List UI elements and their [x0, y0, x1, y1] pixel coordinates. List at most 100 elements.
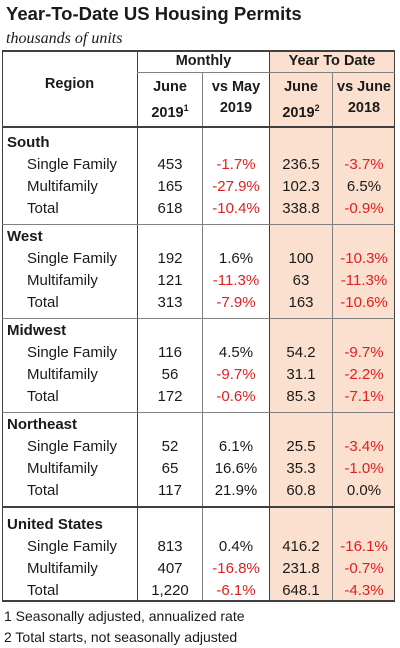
cell-vs-may-2019: 0.4%: [218, 538, 254, 555]
cell-vs-may-2019: 1.6%: [218, 250, 254, 267]
row-label: Single Family: [27, 156, 118, 173]
cell-vs-june-2018: -9.7%: [344, 344, 384, 361]
cell-vs-may-2019: -0.6%: [216, 388, 256, 405]
cell-vs-may-2019: -27.9%: [212, 178, 260, 195]
cell-ytd-june-2019: 35.3: [286, 460, 316, 477]
table-row: Multifamily 121 -11.3% 63 -11.3%: [2, 270, 395, 292]
row-label: Total: [27, 294, 59, 311]
cell-vs-june-2018: -10.3%: [340, 250, 388, 267]
header-divider: [2, 126, 395, 128]
region-heading: United States: [7, 516, 103, 533]
permits-table: Monthly Year To Date Region June 20191 v…: [2, 50, 395, 602]
cell-vs-june-2018: -7.1%: [344, 388, 384, 405]
cell-june-2019: 165: [157, 178, 183, 195]
region-heading: Northeast: [7, 416, 78, 433]
cell-vs-june-2018: -11.3%: [340, 272, 388, 289]
table-row: Total 172 -0.6% 85.3 -7.1%: [2, 386, 395, 408]
row-label: Single Family: [27, 250, 118, 267]
footnote-2: 2 Total starts, not seasonally adjusted: [4, 629, 238, 645]
cell-vs-may-2019: 4.5%: [218, 344, 254, 361]
row-label: Total: [27, 388, 59, 405]
row-label: Total: [27, 582, 59, 599]
cell-june-2019: 172: [157, 388, 183, 405]
cell-ytd-june-2019: 31.1: [286, 366, 316, 383]
cell-june-2019: 407: [157, 560, 183, 577]
footnotes: 1 Seasonally adjusted, annualized rate 2…: [4, 606, 245, 648]
header-june-2019: June 20191: [151, 79, 189, 121]
table-border-left: [2, 50, 3, 602]
header-vs-june-2018: vs June 2018: [337, 79, 391, 116]
cell-vs-may-2019: 21.9%: [214, 482, 258, 499]
column-divider: [137, 50, 138, 602]
cell-june-2019: 121: [157, 272, 183, 289]
cell-june-2019: 813: [157, 538, 183, 555]
header-region: Region: [44, 76, 95, 92]
cell-ytd-june-2019: 63: [292, 272, 310, 289]
table-border-right: [394, 50, 395, 602]
row-label: Multifamily: [27, 460, 98, 477]
table-row: Multifamily 165 -27.9% 102.3 6.5%: [2, 176, 395, 198]
cell-ytd-june-2019: 231.8: [282, 560, 320, 577]
cell-vs-june-2018: -0.7%: [344, 560, 384, 577]
row-label: Multifamily: [27, 366, 98, 383]
table-row: Total 117 21.9% 60.8 0.0%: [2, 480, 395, 502]
cell-ytd-june-2019: 60.8: [286, 482, 316, 499]
table-row: Single Family 192 1.6% 100 -10.3%: [2, 248, 395, 270]
column-divider: [202, 72, 203, 602]
table-row: Total 618 -10.4% 338.8 -0.9%: [2, 198, 395, 220]
cell-june-2019: 618: [157, 200, 183, 217]
cell-vs-june-2018: -0.9%: [344, 200, 384, 217]
cell-ytd-june-2019: 338.8: [282, 200, 320, 217]
section-divider: [2, 506, 395, 508]
cell-vs-june-2018: 6.5%: [346, 178, 382, 195]
cell-june-2019: 192: [157, 250, 183, 267]
header-ytd-june-2019: June 20192: [282, 79, 320, 121]
region-heading: South: [7, 134, 50, 151]
cell-june-2019: 56: [161, 366, 179, 383]
cell-ytd-june-2019: 85.3: [286, 388, 316, 405]
table-row: Single Family 52 6.1% 25.5 -3.4%: [2, 436, 395, 458]
table-border-bottom: [2, 600, 395, 602]
section-divider: [2, 224, 395, 225]
table-row: Single Family 453 -1.7% 236.5 -3.7%: [2, 154, 395, 176]
page-title: Year-To-Date US Housing Permits: [6, 3, 302, 24]
cell-vs-may-2019: -6.1%: [216, 582, 256, 599]
cell-vs-june-2018: -3.7%: [344, 156, 384, 173]
cell-vs-june-2018: -3.4%: [344, 438, 384, 455]
cell-ytd-june-2019: 100: [288, 250, 314, 267]
row-label: Multifamily: [27, 272, 98, 289]
cell-vs-june-2018: 0.0%: [346, 482, 382, 499]
cell-june-2019: 1,220: [151, 582, 189, 599]
header-ytd: Year To Date: [288, 53, 376, 69]
cell-vs-june-2018: -2.2%: [344, 366, 384, 383]
cell-ytd-june-2019: 102.3: [282, 178, 320, 195]
row-label: Multifamily: [27, 560, 98, 577]
cell-vs-may-2019: -10.4%: [212, 200, 260, 217]
footnote-1: 1 Seasonally adjusted, annualized rate: [4, 608, 245, 624]
row-label: Single Family: [27, 344, 118, 361]
cell-vs-may-2019: -11.3%: [212, 272, 260, 289]
cell-ytd-june-2019: 163: [288, 294, 314, 311]
cell-june-2019: 117: [158, 482, 182, 499]
page-subtitle: thousands of units: [6, 30, 123, 47]
cell-june-2019: 52: [161, 438, 179, 455]
cell-vs-may-2019: 16.6%: [214, 460, 258, 477]
cell-vs-may-2019: -1.7%: [216, 156, 256, 173]
column-divider: [269, 50, 270, 602]
header-vs-may-2019: vs May 2019: [211, 79, 261, 116]
cell-ytd-june-2019: 25.5: [286, 438, 316, 455]
column-divider: [332, 72, 333, 602]
cell-vs-june-2018: -4.3%: [344, 582, 384, 599]
section-divider: [2, 318, 395, 319]
row-label: Total: [27, 200, 59, 217]
region-heading: West: [7, 228, 43, 245]
header-monthly: Monthly: [175, 53, 232, 69]
table-row: Single Family 116 4.5% 54.2 -9.7%: [2, 342, 395, 364]
table-row: Total 1,220 -6.1% 648.1 -4.3%: [2, 580, 395, 602]
cell-vs-may-2019: 6.1%: [218, 438, 254, 455]
cell-vs-june-2018: -16.1%: [340, 538, 388, 555]
cell-vs-may-2019: -7.9%: [216, 294, 256, 311]
cell-june-2019: 116: [158, 344, 182, 361]
cell-vs-may-2019: -9.7%: [216, 366, 256, 383]
table-row: Multifamily 407 -16.8% 231.8 -0.7%: [2, 558, 395, 580]
